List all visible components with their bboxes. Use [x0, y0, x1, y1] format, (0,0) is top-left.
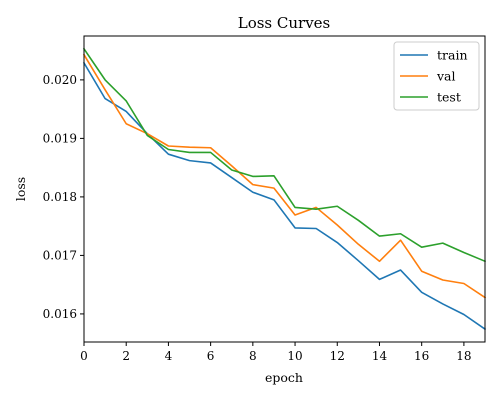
- y-tick-label: 0.018: [43, 190, 77, 204]
- x-tick-label: 14: [372, 349, 388, 363]
- legend-box: [393, 41, 480, 111]
- series-line-test: [82, 47, 487, 263]
- legend-label-test: test: [437, 90, 461, 105]
- x-tick-label: 12: [330, 349, 345, 363]
- legend: train val test: [393, 41, 480, 111]
- series-layer: [82, 47, 487, 331]
- x-tick-label: 16: [414, 349, 429, 363]
- x-axis-label: epoch: [265, 370, 303, 385]
- y-tick-label: 0.019: [43, 131, 77, 145]
- legend-label-val: val: [436, 69, 456, 84]
- chart-title: Loss Curves: [238, 14, 331, 32]
- x-tick-label: 2: [122, 349, 130, 363]
- x-tick-label: 8: [249, 349, 257, 363]
- y-axis-label: loss: [13, 177, 28, 201]
- x-axis: 0 2 4 6 8 10 12 14 16 18: [80, 342, 472, 363]
- x-tick-label: 10: [287, 349, 302, 363]
- x-tick-label: 0: [80, 349, 88, 363]
- series-line-val: [82, 53, 487, 299]
- plot-frame: [83, 35, 486, 343]
- plot-area: [82, 35, 487, 343]
- x-tick-label: 6: [207, 349, 215, 363]
- y-axis: 0.016 0.017 0.018 0.019 0.020: [43, 73, 84, 321]
- y-tick-label: 0.017: [43, 248, 77, 262]
- x-tick-label: 4: [165, 349, 173, 363]
- y-tick-label: 0.020: [43, 73, 77, 87]
- legend-label-train: train: [437, 48, 468, 63]
- x-tick-label: 18: [456, 349, 471, 363]
- y-tick-label: 0.016: [43, 307, 77, 321]
